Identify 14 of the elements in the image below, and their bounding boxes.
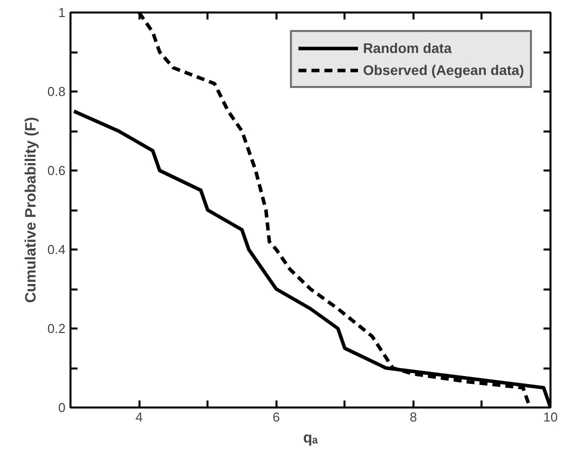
y-tick-label: 0.4 <box>47 242 66 257</box>
y-tick-label: 0.8 <box>47 84 66 99</box>
x-tick-label: 4 <box>135 410 143 424</box>
legend-label: Observed (Aegean data) <box>362 62 524 78</box>
legend-label: Random data <box>362 40 452 56</box>
y-axis-title: Cumulative Probability (F) <box>22 117 40 303</box>
y-tick-label: 0.6 <box>47 163 66 178</box>
y-tick-label: 1 <box>58 5 66 20</box>
x-tick-label: 8 <box>410 410 417 424</box>
y-tick-label: 0.2 <box>47 321 66 336</box>
x-tick-label: 6 <box>272 410 280 424</box>
y-tick-label: 0 <box>58 400 66 415</box>
x-tick-label: 10 <box>543 410 558 424</box>
x-axis-title: qₐ <box>303 430 318 446</box>
